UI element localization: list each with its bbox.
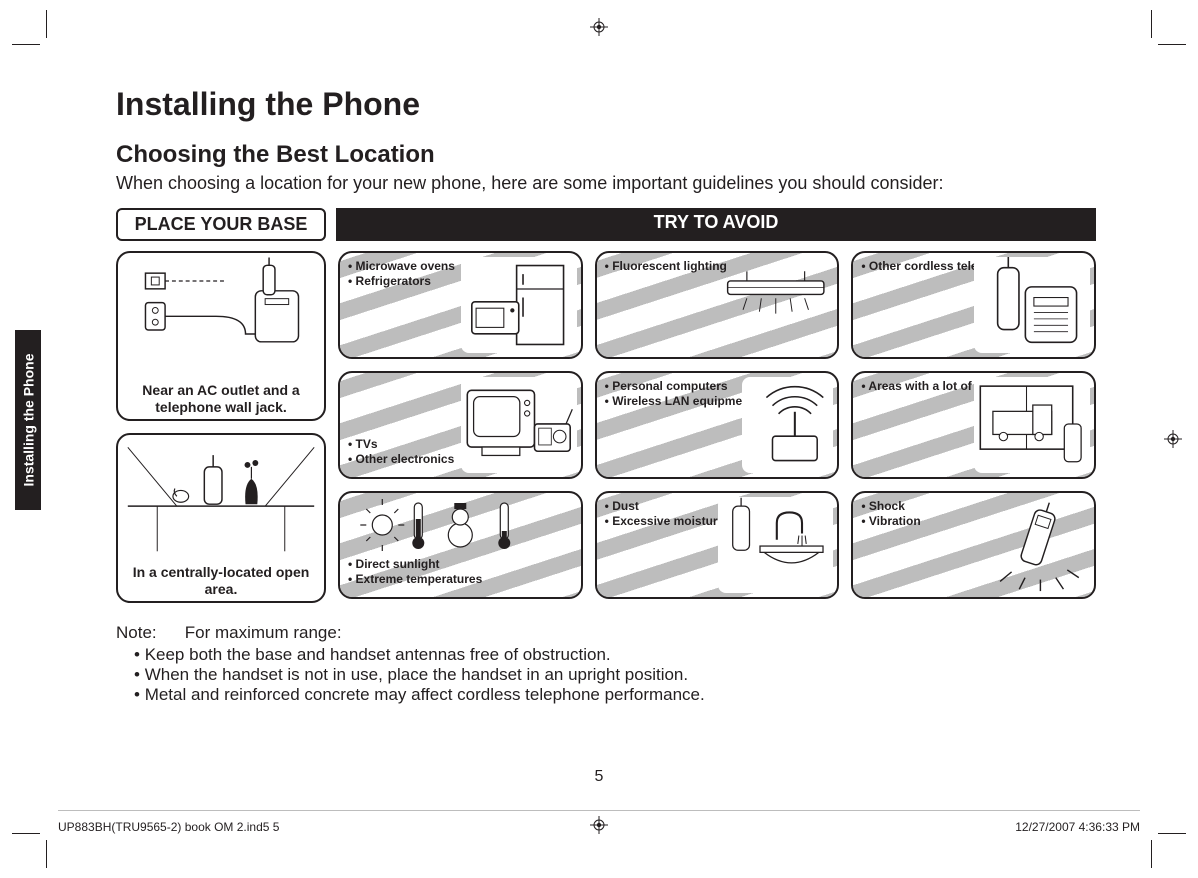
avoid-item: Extreme temperatures	[348, 572, 482, 587]
avoid-box-sunlight: Direct sunlight Extreme temperatures	[338, 491, 583, 599]
note-lead: Note:	[116, 623, 180, 643]
crop-mark	[12, 833, 40, 834]
place-column: Near an AC outlet and a telephone wall j…	[116, 251, 326, 603]
avoid-labels: Direct sunlight Extreme temperatures	[340, 551, 490, 593]
notes-block: Note: For maximum range: Keep both the b…	[116, 623, 1096, 705]
avoid-item: Direct sunlight	[348, 557, 482, 572]
registration-mark-icon	[1164, 430, 1182, 448]
place-box-central: In a centrally-located open area.	[116, 433, 326, 603]
note-item: When the handset is not in use, place th…	[134, 665, 1096, 685]
guidelines-grid: Near an AC outlet and a telephone wall j…	[116, 251, 1096, 603]
place-box-outlet: Near an AC outlet and a telephone wall j…	[116, 251, 326, 421]
registration-mark-icon	[590, 18, 608, 36]
intro-text: When choosing a location for your new ph…	[116, 173, 1096, 194]
illustration-truck-window	[974, 377, 1090, 473]
print-footer: UP883BH(TRU9565-2) book OM 2.ind5 5 12/2…	[58, 820, 1140, 834]
footer-filename: UP883BH(TRU9565-2) book OM 2.ind5 5	[58, 820, 279, 834]
header-try-avoid: TRY TO AVOID	[336, 208, 1096, 241]
note-head: For maximum range:	[185, 623, 342, 642]
avoid-labels: TVs Other electronics	[340, 431, 462, 473]
content-area: Installing the Phone Choosing the Best L…	[116, 86, 1096, 705]
avoid-box-tv: TVs Other electronics	[338, 371, 583, 479]
illustration-central-area	[118, 435, 324, 558]
avoid-box-noise: Areas with a lot of background noise	[851, 371, 1096, 479]
header-place-base: PLACE YOUR BASE	[116, 208, 326, 241]
page: Installing the Phone Installing the Phon…	[0, 0, 1198, 878]
illustration-sun-snowman-thermo	[352, 495, 569, 555]
place-caption: Near an AC outlet and a telephone wall j…	[118, 376, 324, 421]
avoid-grid: Microwave ovens Refrigerators	[338, 251, 1096, 603]
crop-mark	[1158, 833, 1186, 834]
section-heading: Choosing the Best Location	[116, 141, 1096, 169]
illustration-dropped-phone	[974, 497, 1090, 593]
section-tab: Installing the Phone	[15, 330, 41, 510]
avoid-box-cordless: Other cordless telephones	[851, 251, 1096, 359]
crop-mark	[1158, 44, 1186, 45]
footer-timestamp: 12/27/2007 4:36:33 PM	[1015, 820, 1140, 834]
note-bullets: Keep both the base and handset antennas …	[134, 645, 1096, 705]
avoid-box-dust: Dust Excessive moisture	[595, 491, 840, 599]
illustration-sink-faucet	[718, 497, 834, 593]
place-caption: In a centrally-located open area.	[118, 558, 324, 603]
illustration-tv-radio	[461, 377, 577, 473]
note-item: Keep both the base and handset antennas …	[134, 645, 1096, 665]
crop-mark	[46, 10, 47, 38]
avoid-box-microwave: Microwave ovens Refrigerators	[338, 251, 583, 359]
illustration-fluorescent	[718, 257, 834, 353]
crop-mark	[12, 44, 40, 45]
illustration-microwave-fridge	[461, 257, 577, 353]
note-item: Metal and reinforced concrete may affect…	[134, 685, 1096, 705]
avoid-item: TVs	[348, 437, 454, 452]
crop-mark	[1151, 10, 1152, 38]
avoid-item: Other electronics	[348, 452, 454, 467]
illustration-wifi-router	[742, 377, 833, 473]
page-title: Installing the Phone	[116, 86, 1096, 123]
illustration-outlet-jack	[118, 253, 324, 376]
section-tab-label: Installing the Phone	[20, 353, 36, 486]
page-number: 5	[0, 768, 1198, 786]
illustration-cordless-phone	[974, 257, 1090, 353]
crop-mark	[1151, 840, 1152, 868]
avoid-box-shock: Shock Vibration	[851, 491, 1096, 599]
crop-mark	[46, 840, 47, 868]
header-row: PLACE YOUR BASE TRY TO AVOID	[116, 208, 1096, 241]
avoid-box-fluorescent: Fluorescent lighting	[595, 251, 840, 359]
footer-divider	[58, 810, 1140, 811]
avoid-box-computers: Personal computers Wireless LAN equipmen…	[595, 371, 840, 479]
